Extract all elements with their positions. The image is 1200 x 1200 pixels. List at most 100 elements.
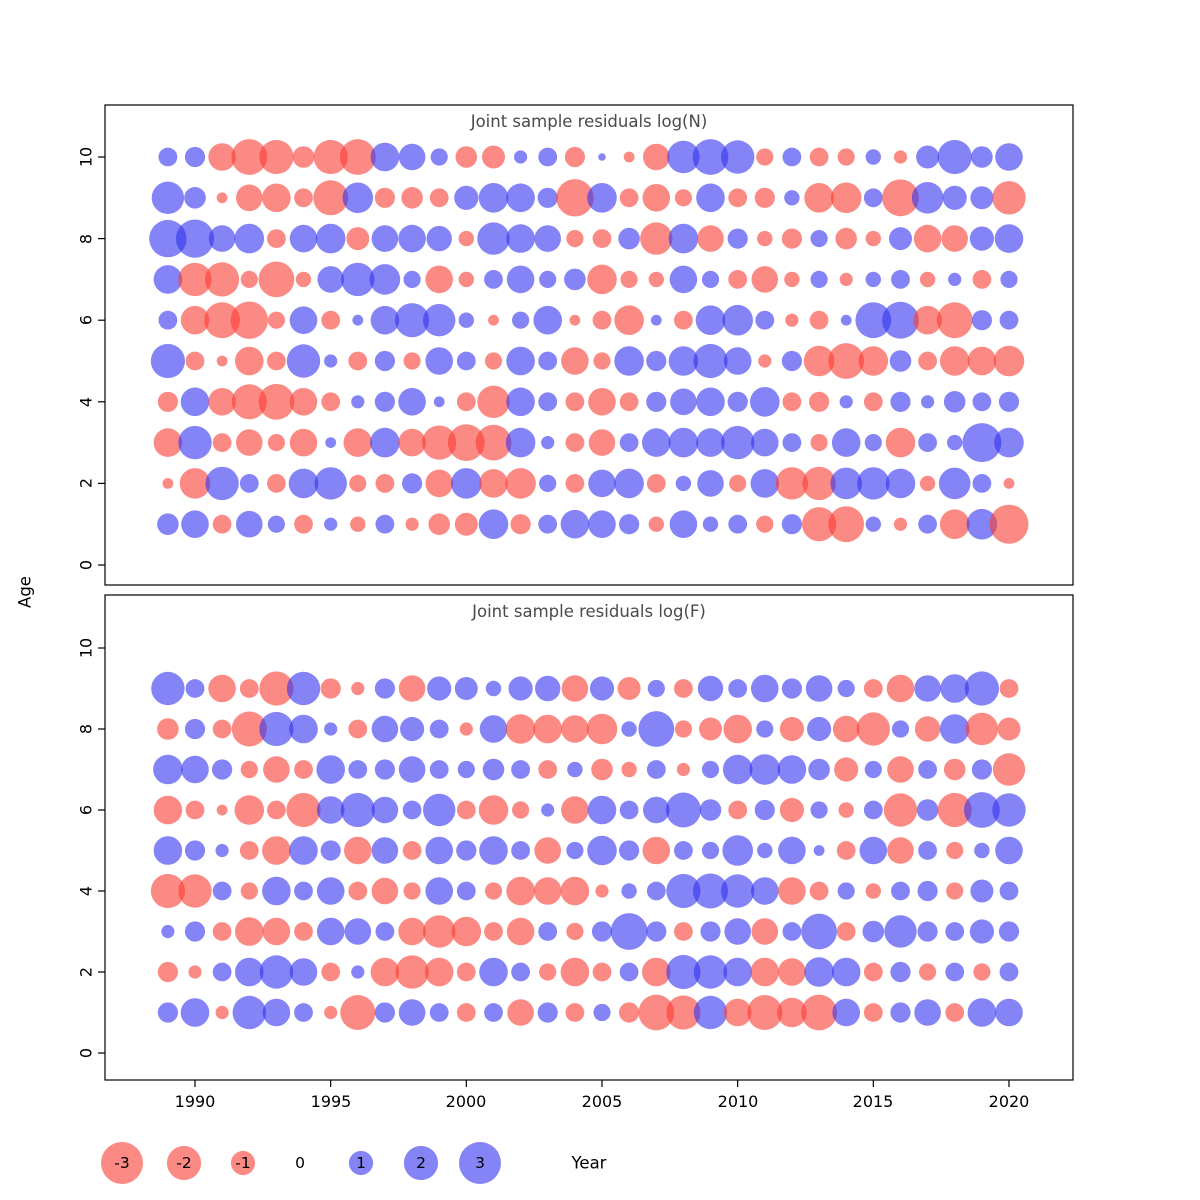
bubble: [153, 836, 183, 865]
bubble: [157, 961, 178, 983]
bubble: [723, 998, 752, 1027]
bubble: [533, 305, 562, 335]
bubble: [398, 917, 426, 946]
bubble: [429, 1003, 449, 1022]
bubble: [889, 227, 912, 251]
bubble: [863, 962, 883, 982]
bubble: [777, 997, 807, 1028]
bubble: [778, 836, 806, 865]
bubble: [598, 153, 606, 161]
bubble: [370, 142, 400, 172]
bubble: [506, 183, 535, 213]
bubble: [153, 795, 183, 825]
bubble: [839, 272, 853, 286]
bubble: [1000, 270, 1018, 288]
bubble: [777, 755, 807, 784]
bubble: [668, 346, 699, 376]
panel-border: [104, 594, 1074, 1081]
bubble: [884, 915, 917, 948]
bubble: [946, 841, 964, 860]
bubble: [231, 139, 268, 175]
x-tick-label: 2015: [852, 1092, 894, 1111]
bubble: [614, 346, 644, 376]
bubble: [514, 150, 528, 164]
bubble: [948, 272, 962, 286]
panel-border: [104, 104, 1074, 586]
bubble: [398, 224, 426, 253]
bubble: [638, 711, 675, 747]
bubble: [723, 347, 752, 375]
bubble: [693, 873, 728, 909]
bubble: [533, 877, 562, 905]
bubble: [561, 675, 589, 702]
y-tick-label: 8: [76, 723, 96, 735]
bubble: [810, 230, 828, 248]
bubble: [402, 841, 422, 860]
bubble: [316, 917, 345, 946]
bubble: [482, 758, 505, 781]
bubble: [456, 1003, 476, 1022]
bubble: [946, 882, 964, 900]
bubble: [371, 796, 399, 824]
x-axis-label: Year: [571, 1153, 607, 1173]
bubble: [324, 722, 338, 736]
bubble: [157, 718, 179, 740]
bubble: [484, 1003, 503, 1022]
bubble: [675, 475, 692, 492]
bubble: [666, 954, 701, 990]
bubble: [151, 671, 185, 706]
bubble: [351, 681, 365, 696]
bubble: [588, 429, 616, 456]
bubble: [887, 837, 914, 864]
legend-label: 0: [295, 1154, 305, 1172]
bubble: [728, 679, 748, 698]
bubble: [890, 961, 911, 983]
bubble: [591, 921, 613, 942]
bubble: [919, 963, 937, 981]
bubble: [482, 145, 505, 169]
bubble: [556, 179, 594, 217]
bubble: [267, 434, 285, 452]
bubble: [538, 514, 558, 534]
bubble: [316, 755, 346, 784]
bubble: [917, 921, 938, 942]
bubble: [936, 302, 973, 339]
bubble: [185, 679, 205, 698]
bubble: [937, 792, 972, 828]
bubble: [947, 434, 963, 451]
bubble: [400, 716, 425, 742]
bubble: [485, 680, 502, 697]
bubble: [538, 922, 558, 941]
y-tick-label: 2: [76, 477, 96, 489]
bubble: [913, 224, 942, 253]
legend-bubble: [101, 1142, 143, 1184]
bubble: [642, 836, 671, 865]
bubble: [538, 351, 558, 371]
bubble: [538, 147, 558, 167]
bubble: [240, 760, 258, 779]
bubble: [289, 714, 318, 744]
bubble: [646, 391, 667, 412]
bubble: [350, 516, 366, 532]
bubble: [999, 679, 1019, 698]
bubble: [802, 507, 837, 542]
bubble: [883, 793, 918, 827]
bubble: [236, 429, 263, 456]
bubble: [348, 881, 368, 901]
bubble: [754, 187, 775, 208]
bubble: [619, 433, 639, 452]
bubble: [921, 395, 935, 409]
bubble: [150, 873, 185, 909]
bubble: [479, 957, 508, 987]
bubble: [153, 754, 183, 785]
bubble: [425, 836, 454, 865]
bubble: [314, 467, 347, 500]
bubble: [295, 271, 312, 288]
bubble: [374, 678, 395, 699]
bubble: [370, 427, 400, 458]
bubble: [588, 469, 616, 498]
bubble: [862, 920, 885, 943]
bubble: [890, 391, 911, 412]
bubble: [721, 425, 755, 460]
bubble: [561, 347, 589, 375]
